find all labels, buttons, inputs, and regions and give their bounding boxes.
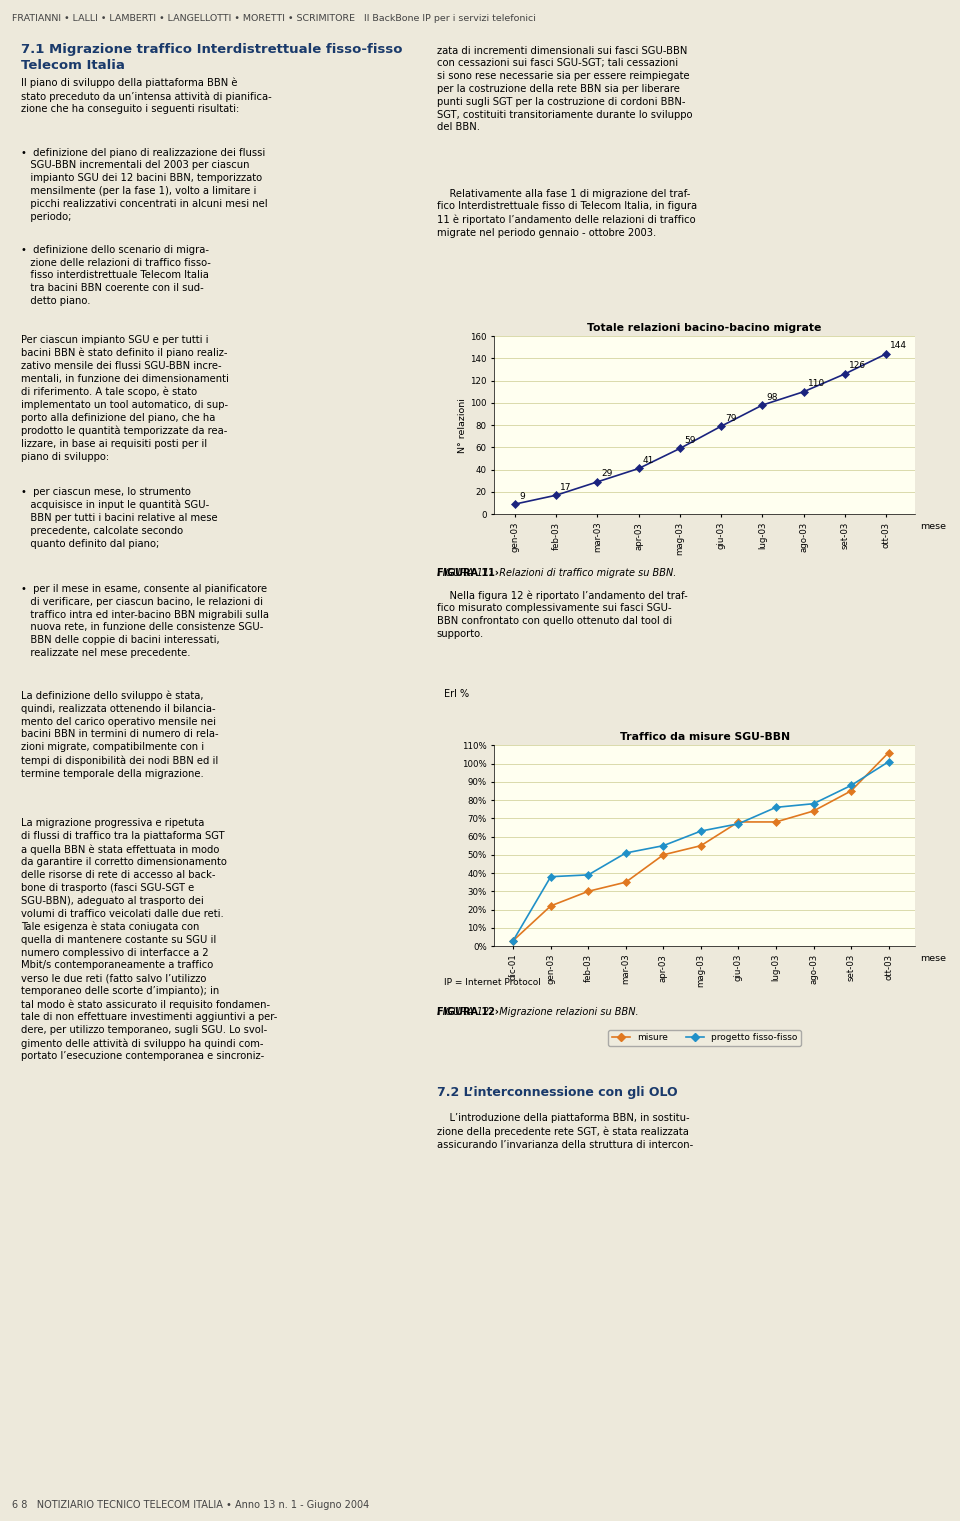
Text: FIGURA 12›: FIGURA 12› xyxy=(437,1007,498,1018)
Text: 126: 126 xyxy=(849,362,866,371)
Text: 59: 59 xyxy=(684,437,696,446)
Text: 6 8   NOTIZIARIO TECNICO TELECOM ITALIA • Anno 13 n. 1 - Giugno 2004: 6 8 NOTIZIARIO TECNICO TELECOM ITALIA • … xyxy=(12,1500,369,1510)
Text: 17: 17 xyxy=(561,482,572,491)
Text: L’introduzione della piattaforma BBN, in sostitu-
zione della precedente rete SG: L’introduzione della piattaforma BBN, in… xyxy=(437,1113,693,1150)
Text: mese: mese xyxy=(920,954,946,963)
Text: •  per il mese in esame, consente al pianificatore
   di verificare, per ciascun: • per il mese in esame, consente al pian… xyxy=(21,584,269,659)
Title: Traffico da misure SGU-BBN: Traffico da misure SGU-BBN xyxy=(619,732,790,742)
Text: 110: 110 xyxy=(807,379,825,388)
Text: FRATIANNI • LALLI • LAMBERTI • LANGELLOTTI • MORETTI • SCRIMITORE   Il BackBone : FRATIANNI • LALLI • LAMBERTI • LANGELLOT… xyxy=(12,14,536,23)
Text: •  definizione dello scenario di migra-
   zione delle relazioni di traffico fis: • definizione dello scenario di migra- z… xyxy=(21,245,211,306)
Title: Totale relazioni bacino-bacino migrate: Totale relazioni bacino-bacino migrate xyxy=(588,322,822,333)
Text: •  definizione del piano di realizzazione dei flussi
   SGU-BBN incrementali del: • definizione del piano di realizzazione… xyxy=(21,148,268,222)
Text: 29: 29 xyxy=(602,470,613,478)
Text: 9: 9 xyxy=(519,491,525,500)
Text: FIGURA 11›: FIGURA 11› xyxy=(437,567,498,578)
Text: Erl %: Erl % xyxy=(444,689,468,700)
Text: zata di incrementi dimensionali sui fasci SGU-BBN
con cessazioni sui fasci SGU-S: zata di incrementi dimensionali sui fasc… xyxy=(437,46,692,132)
Text: Il piano di sviluppo della piattaforma BBN è
stato preceduto da un’intensa attiv: Il piano di sviluppo della piattaforma B… xyxy=(21,78,272,114)
Text: FIGURA 12›  Migrazione relazioni su BBN.: FIGURA 12› Migrazione relazioni su BBN. xyxy=(437,1007,638,1018)
Text: La definizione dello sviluppo è stata,
quindi, realizzata ottenendo il bilancia-: La definizione dello sviluppo è stata, q… xyxy=(21,691,219,779)
Text: 41: 41 xyxy=(643,456,654,465)
Text: Relativamente alla fase 1 di migrazione del traf-
fico Interdistrettuale fisso d: Relativamente alla fase 1 di migrazione … xyxy=(437,189,697,237)
Text: •  per ciascun mese, lo strumento
   acquisisce in input le quantità SGU-
   BBN: • per ciascun mese, lo strumento acquisi… xyxy=(21,487,218,549)
Text: Nella figura 12 è riportato l’andamento del traf-
fico misurato complessivamente: Nella figura 12 è riportato l’andamento … xyxy=(437,590,687,639)
Text: 98: 98 xyxy=(766,392,778,402)
Text: IP = Internet Protocol: IP = Internet Protocol xyxy=(444,978,540,987)
Text: 7.2 L’interconnessione con gli OLO: 7.2 L’interconnessione con gli OLO xyxy=(437,1086,678,1100)
Text: 144: 144 xyxy=(890,341,907,350)
Text: Per ciascun impianto SGU e per tutti i
bacini BBN è stato definito il piano real: Per ciascun impianto SGU e per tutti i b… xyxy=(21,335,229,462)
Y-axis label: N° relazioni: N° relazioni xyxy=(459,397,468,453)
Text: La migrazione progressiva e ripetuta
di flussi di traffico tra la piattaforma SG: La migrazione progressiva e ripetuta di … xyxy=(21,818,277,1062)
Text: 7.1 Migrazione traffico Interdistrettuale fisso-fisso
Telecom Italia: 7.1 Migrazione traffico Interdistrettual… xyxy=(21,43,402,71)
Text: mese: mese xyxy=(920,522,946,531)
Legend: misure, progetto fisso-fisso: misure, progetto fisso-fisso xyxy=(608,1030,802,1046)
Text: FIGURA 11›  Relazioni di traffico migrate su BBN.: FIGURA 11› Relazioni di traffico migrate… xyxy=(437,567,676,578)
Text: 79: 79 xyxy=(726,414,736,423)
